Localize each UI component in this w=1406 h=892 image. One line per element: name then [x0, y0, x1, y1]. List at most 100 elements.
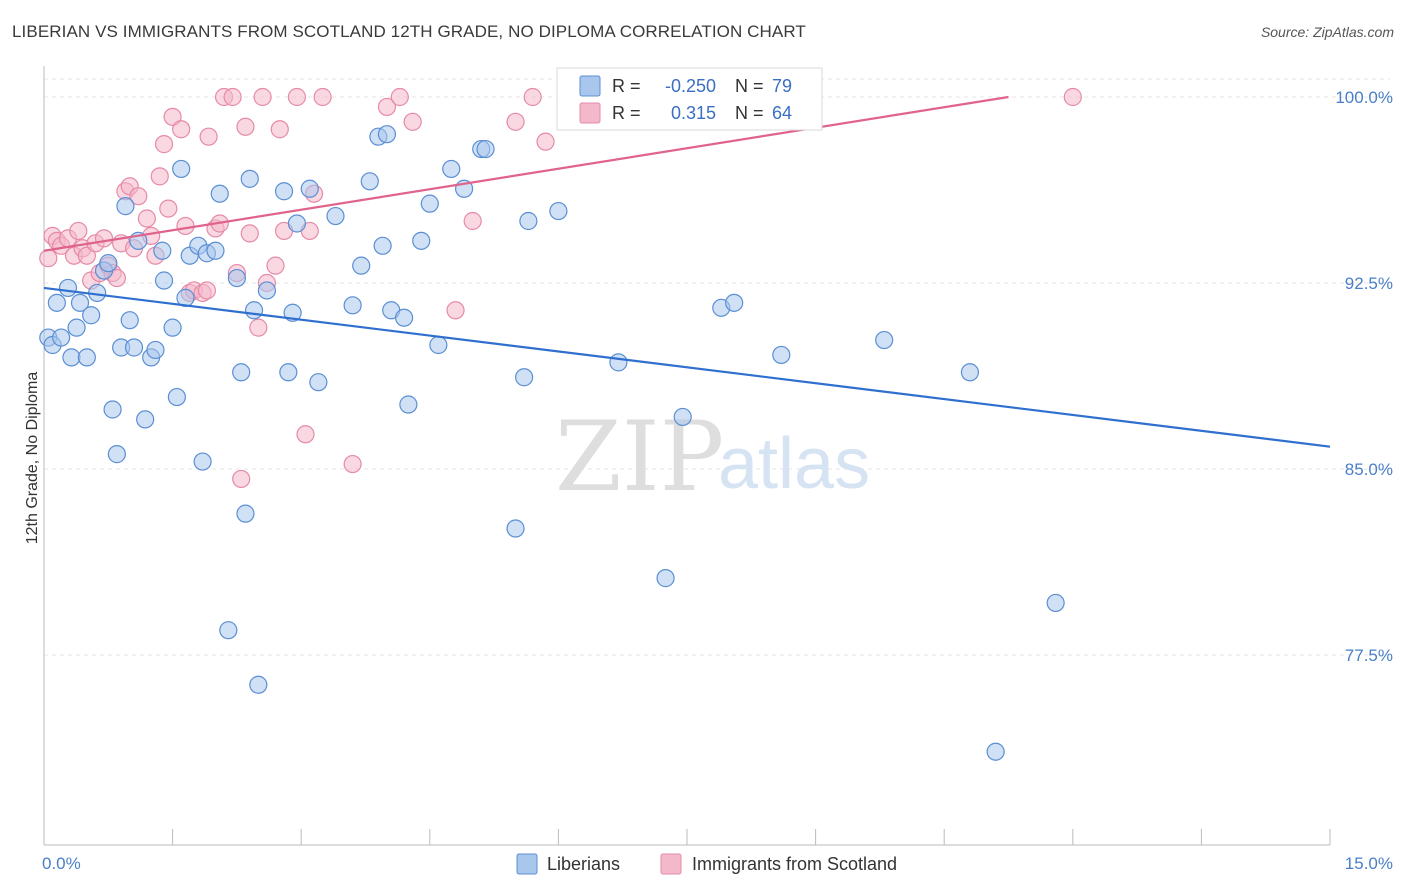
liberians-point	[103, 400, 122, 419]
liberians-point	[377, 125, 397, 144]
liberians-point	[232, 363, 251, 382]
legend-n-label: N =	[735, 103, 764, 123]
scotland-point	[1063, 87, 1082, 107]
liberians-point	[515, 368, 534, 387]
scotland-point	[506, 112, 525, 131]
scotland-point	[536, 132, 555, 151]
x-tick-labels: 0.0% 15.0%	[42, 854, 1393, 873]
watermark: ZIP atlas	[555, 401, 870, 513]
liberians-point	[77, 348, 96, 367]
liberians-point	[300, 179, 319, 198]
scotland-point	[77, 246, 96, 265]
liberians-point	[58, 278, 78, 298]
scotland-point	[137, 209, 156, 228]
liberians-point	[394, 308, 414, 327]
liberians-point	[960, 363, 980, 382]
liberians-point	[673, 407, 692, 427]
scotland-point	[163, 107, 182, 126]
liberians-point	[136, 410, 155, 429]
liberians-point	[70, 293, 90, 312]
liberians-point	[549, 201, 568, 221]
liberians-point	[219, 621, 238, 640]
legend-n-value: 79	[772, 76, 792, 96]
y-tick-label: 92.5%	[1345, 274, 1393, 293]
source-label: Source: ZipAtlas.com	[1260, 24, 1394, 40]
liberians-point	[120, 311, 139, 330]
liberians-point	[986, 742, 1005, 761]
series-liberians-points	[39, 125, 1065, 761]
scotland-point	[172, 120, 191, 139]
liberians-point	[62, 348, 81, 367]
liberians-point	[244, 301, 264, 320]
legend-n-value: 64	[772, 103, 792, 123]
legend-r-value: -0.250	[665, 76, 716, 96]
liberians-point	[506, 519, 525, 538]
liberians-point	[476, 139, 495, 159]
liberians-point	[167, 387, 186, 407]
scotland-point	[403, 112, 422, 131]
scotland-point	[197, 281, 216, 300]
legend-r-label: R =	[612, 76, 641, 96]
liberians-point	[772, 345, 791, 365]
stats-legend: R = -0.250 N = 79 R = 0.315 N = 64	[556, 67, 823, 131]
legend-r-value: 0.315	[671, 103, 716, 123]
liberians-point	[82, 306, 101, 325]
legend-swatch-scotland	[660, 853, 682, 875]
watermark-zip: ZIP	[555, 401, 724, 513]
liberians-point	[287, 214, 307, 233]
liberians-point	[236, 504, 255, 523]
liberians-point	[146, 340, 165, 360]
liberians-point	[274, 182, 294, 201]
scotland-point	[446, 301, 465, 320]
legend-swatch-liberians	[516, 853, 538, 875]
liberians-point	[153, 241, 172, 260]
scotland-point	[253, 87, 272, 107]
liberians-point	[309, 373, 328, 392]
scotland-point	[69, 221, 88, 241]
liberians-point	[399, 395, 418, 414]
liberians-point	[52, 328, 71, 347]
scotland-point	[343, 454, 362, 474]
liberians-point	[163, 318, 182, 337]
y-tick-labels: 77.5% 85.0% 92.5% 100.0%	[1335, 88, 1393, 665]
trend-lines	[43, 95, 1331, 448]
liberians-point	[249, 675, 268, 694]
scotland-point	[266, 256, 285, 275]
axes	[43, 66, 1331, 846]
liberians-trend-line	[43, 286, 1331, 448]
x-tick-label: 15.0%	[1345, 854, 1393, 873]
scotland-point	[129, 187, 148, 206]
scotland-point	[390, 87, 409, 107]
liberians-point	[725, 293, 744, 312]
liberians-point	[343, 296, 362, 315]
liberians-point	[360, 172, 379, 191]
scotland-point	[523, 87, 542, 107]
liberians-point	[154, 271, 174, 290]
scotland-point	[223, 87, 242, 107]
scotland-point	[94, 229, 114, 248]
series-legend: Liberians Immigrants from Scotland	[516, 853, 897, 875]
liberians-point	[442, 159, 461, 179]
liberians-point	[283, 303, 302, 322]
liberians-point	[206, 241, 225, 260]
scotland-point	[150, 167, 169, 186]
scotland-point	[313, 87, 332, 107]
legend-label-liberians: Liberians	[547, 854, 620, 874]
liberians-point	[193, 452, 212, 471]
liberians-point	[656, 569, 675, 588]
legend-n-label: N =	[735, 76, 764, 96]
chart-title: LIBERIAN VS IMMIGRANTS FROM SCOTLAND 12T…	[12, 22, 806, 41]
scotland-point	[249, 318, 268, 337]
scotland-point	[176, 216, 195, 236]
liberians-point	[172, 159, 191, 179]
liberians-point	[519, 211, 538, 231]
liberians-point	[420, 194, 439, 213]
scotland-point	[287, 87, 307, 107]
liberians-point	[210, 184, 229, 203]
liberians-point	[240, 169, 259, 188]
scotland-point	[199, 127, 218, 146]
scotland-point	[154, 135, 174, 154]
y-tick-label: 77.5%	[1345, 646, 1393, 665]
scotland-trend-line	[43, 95, 1009, 252]
liberians-point	[373, 236, 392, 255]
